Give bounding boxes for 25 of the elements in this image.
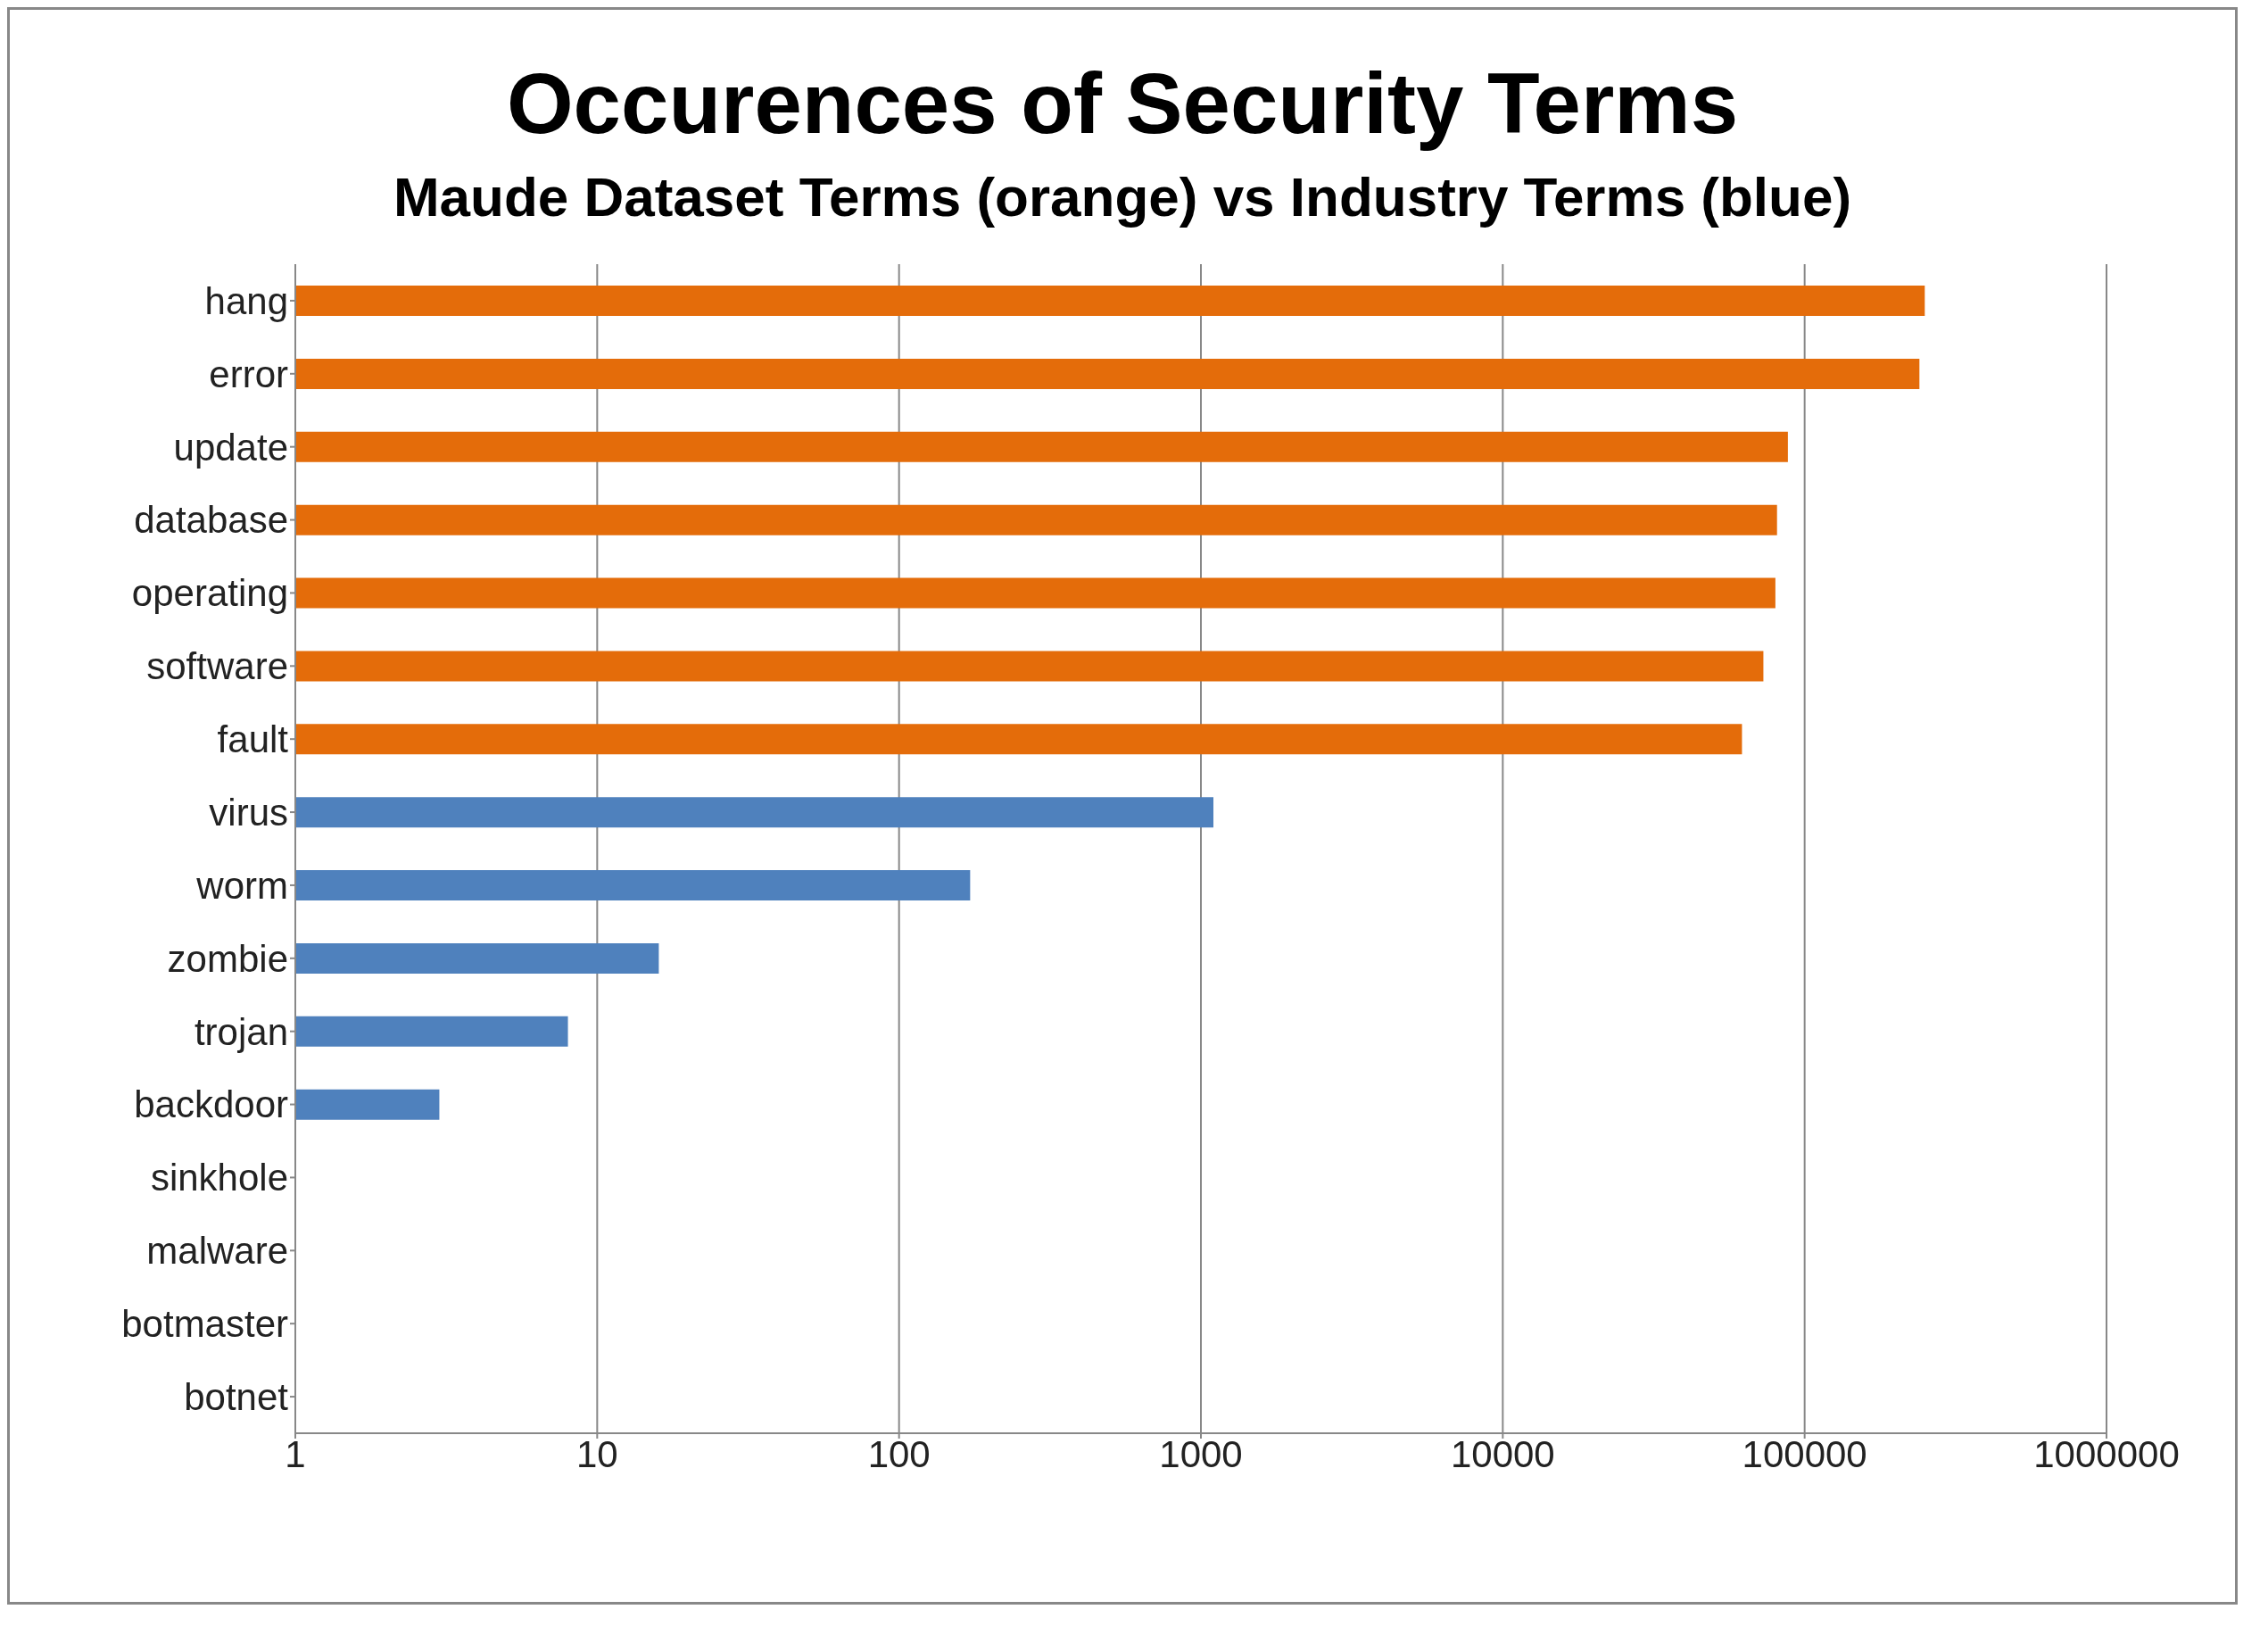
y-tick-label: botmaster [121, 1303, 289, 1346]
chart-title: Occurences of Security Terms [505, 54, 1740, 153]
x-tick-label: 1000 [1159, 1432, 1243, 1475]
y-tick-label: fault [217, 718, 289, 761]
x-tick-label: 1000000 [2033, 1432, 2180, 1475]
y-tick-label: update [173, 426, 288, 469]
y-tick-label: virus [209, 791, 288, 834]
y-tick-label: sinkhole [150, 1157, 288, 1199]
y-tick-label: malware [146, 1230, 288, 1273]
y-tick-label: worm [195, 864, 288, 907]
x-tick-label: 10 [575, 1432, 618, 1475]
y-tick-label: hang [204, 279, 288, 322]
chart-subtitle: Maude Dataset Terms (orange) vs Industry Terms (blue) [392, 165, 1853, 228]
y-tick-label: trojan [194, 1010, 288, 1053]
y-tick-label: operating [131, 572, 288, 615]
x-tick-label: 100 [867, 1432, 931, 1475]
y-tick-label: zombie [167, 937, 288, 980]
x-tick-label: 10000 [1450, 1432, 1555, 1475]
y-tick-label: software [146, 645, 288, 688]
x-tick-label: 100000 [1742, 1432, 1867, 1475]
y-tick-label: backdoor [134, 1083, 289, 1126]
x-tick-label: 1 [285, 1432, 306, 1475]
y-tick-label: botnet [184, 1375, 289, 1418]
y-tick-label: error [209, 353, 288, 395]
y-tick-label: database [134, 499, 288, 542]
